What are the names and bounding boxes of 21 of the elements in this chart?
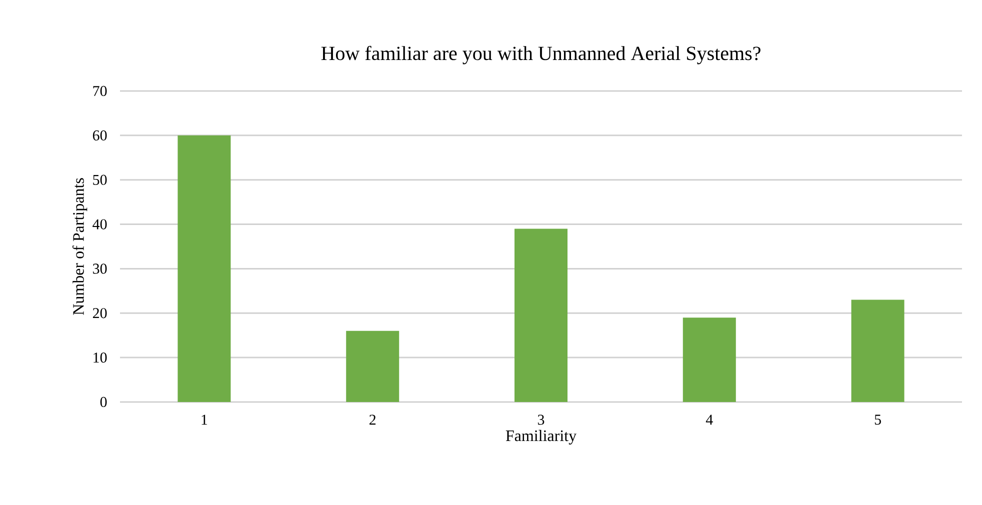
y-tick-label: 60	[92, 130, 107, 140]
y-axis-title: Number of Partipants	[72, 178, 88, 315]
bar	[178, 135, 231, 402]
bar	[682, 318, 736, 402]
bar	[514, 228, 568, 402]
x-axis-title: Familiarity	[506, 430, 577, 444]
y-tick-label: 10	[94, 352, 107, 363]
y-tick-label: 70	[93, 86, 107, 96]
x-tick-label: 1	[202, 414, 208, 425]
x-tick-label: 4	[706, 414, 713, 425]
y-tick-label: 30	[93, 264, 107, 274]
chart-title: How familiar are you with Unmanned Aerial Systems?	[321, 46, 760, 64]
y-tick-label: 40	[92, 219, 107, 230]
y-tick-label: 20	[92, 308, 107, 318]
y-tick-label: 50	[93, 174, 107, 185]
x-tick-label: 5	[874, 414, 881, 425]
x-tick-label: 2	[370, 414, 376, 425]
y-tick-label: 0	[100, 396, 107, 408]
bar	[851, 300, 904, 402]
bar	[346, 330, 400, 402]
x-tick-label: 3	[538, 414, 544, 425]
